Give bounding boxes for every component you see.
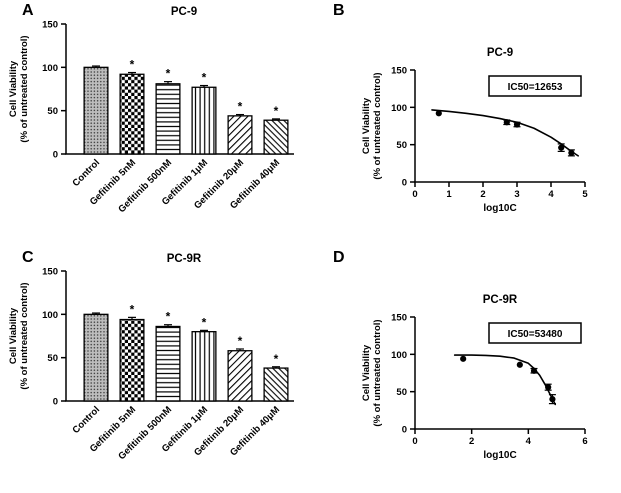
chart-title: PC-9R	[483, 294, 518, 306]
y-tick-label: 150	[391, 313, 407, 324]
panel-a-label: A	[22, 2, 34, 19]
y-tick-label: 0	[402, 425, 407, 436]
significance-star: *	[238, 100, 243, 114]
bar-3	[191, 86, 217, 155]
significance-star: *	[274, 104, 279, 118]
panel-d-label: D	[333, 249, 345, 266]
y-tick-label: 100	[42, 310, 58, 321]
x-tick-label: 2	[480, 189, 485, 200]
panel-d: D PC-9R 0 50 100 150 0 2 4 6 log10C Cell Viability…	[311, 247, 621, 493]
data-point-1	[503, 119, 510, 126]
y-tick-label: 0	[53, 397, 58, 408]
chart-title: PC-9	[171, 6, 197, 18]
ic50-box	[488, 75, 582, 97]
data-point-3	[545, 384, 552, 391]
panel-b-label: B	[333, 2, 345, 19]
bar-3	[191, 331, 217, 402]
significance-star: *	[202, 71, 207, 85]
chart-canvas: PC-9R 0 50 100 150 Cell Viability (% of untrea…	[8, 253, 294, 462]
y-tick-label: 50	[47, 353, 58, 364]
significance-star: *	[166, 67, 171, 81]
significance-star: *	[130, 302, 135, 316]
x-tick-label: 3	[514, 189, 519, 200]
x-axis-label: log10C	[483, 450, 516, 461]
chart-title: PC-9R	[167, 253, 202, 265]
fit-curve	[431, 109, 580, 157]
significance-star: *	[274, 352, 279, 366]
y-tick-label: 100	[391, 103, 407, 114]
bar-4	[227, 350, 253, 402]
bar-2	[155, 325, 181, 402]
y-axis-label: (% of untreated control)	[372, 319, 383, 426]
chart-canvas: PC-9 0 50 100 150 Cell Viability (% of untreat…	[8, 6, 294, 215]
bar-5	[263, 367, 289, 402]
data-point-4	[549, 396, 556, 403]
x-tick-label: 4	[548, 189, 554, 200]
fit-curve	[453, 354, 557, 406]
y-axis-label: Cell Viability	[361, 344, 372, 401]
x-tick-label: 4	[526, 436, 532, 447]
data-point-1	[516, 361, 523, 368]
panel-c-chart: PC-9R 0 50 100 150 Cell Viability (% of untrea…	[0, 247, 310, 493]
y-axis-label: Cell Viability	[361, 97, 372, 154]
y-tick-label: 0	[53, 150, 58, 161]
x-tick-label: 6	[582, 436, 587, 447]
bar-4	[227, 115, 253, 155]
ic50-box	[488, 322, 582, 344]
panel-c: C PC-9R 0 50 100 150 Cell Viability (% of untr…	[0, 247, 310, 493]
chart-title: PC-9	[487, 47, 513, 59]
y-axis-label: (% of untreated control)	[19, 282, 30, 389]
significance-star: *	[166, 310, 171, 324]
y-tick-label: 50	[396, 140, 407, 151]
panel-a-chart: PC-9 0 50 100 150 Cell Viability (% of untreat…	[0, 0, 310, 246]
bar-1	[119, 318, 145, 402]
bar-0	[83, 66, 109, 155]
y-tick-label: 100	[42, 63, 58, 74]
x-category-label: Control	[70, 157, 102, 189]
bar-0	[83, 313, 109, 402]
y-tick-label: 150	[391, 66, 407, 77]
data-point-4	[568, 149, 575, 156]
x-tick-label: 5	[582, 189, 588, 200]
y-tick-label: 100	[391, 350, 407, 361]
data-point-2	[513, 121, 521, 128]
panel-a: A PC-9 0 50 100 150 Cell Viability (% of untre…	[0, 0, 310, 246]
data-point-0	[435, 110, 442, 117]
x-tick-label: 0	[412, 189, 417, 200]
data-point-2	[530, 367, 538, 374]
y-axis-label: (% of untreated control)	[19, 35, 30, 142]
bar-2	[155, 83, 181, 155]
significance-star: *	[202, 315, 207, 329]
y-axis-label: Cell Viability	[8, 307, 19, 364]
y-tick-label: 50	[47, 106, 58, 117]
data-point-3	[558, 144, 565, 151]
y-tick-label: 50	[396, 387, 407, 398]
panel-b-chart: PC-9 0 50 100 150 0 1 2 3 4 5 log10C Cell Viability(…	[311, 0, 621, 246]
chart-canvas: PC-9 0 50 100 150 0 1 2 3 4 5 log10C Cell Viability(…	[361, 47, 588, 214]
ic50-value: IC50=53480	[508, 329, 563, 340]
ic50-value: IC50=12653	[508, 82, 563, 93]
data-point-0	[460, 355, 467, 362]
y-axis-label: (% of untreated control)	[372, 72, 383, 179]
x-tick-label: 2	[469, 436, 474, 447]
x-category-label: Control	[70, 404, 102, 436]
panel-d-chart: PC-9R 0 50 100 150 0 2 4 6 log10C Cell Viability (%…	[311, 247, 621, 493]
chart-canvas: PC-9R 0 50 100 150 0 2 4 6 log10C Cell Viability (%…	[361, 294, 588, 461]
x-tick-label: 1	[446, 189, 452, 200]
bar-5	[263, 119, 289, 155]
y-axis-label: Cell Viability	[8, 60, 19, 117]
panel-b: B PC-9 0 50 100 150 0 1 2 3 4 5 log10C Cell Viabilit…	[311, 0, 621, 246]
significance-star: *	[238, 334, 243, 348]
significance-star: *	[130, 58, 135, 72]
y-tick-label: 150	[42, 267, 58, 278]
x-axis-label: log10C	[483, 203, 516, 214]
y-tick-label: 150	[42, 20, 58, 31]
x-tick-label: 0	[412, 436, 417, 447]
y-tick-label: 0	[402, 178, 407, 189]
bar-1	[119, 73, 145, 155]
panel-c-label: C	[22, 249, 34, 266]
